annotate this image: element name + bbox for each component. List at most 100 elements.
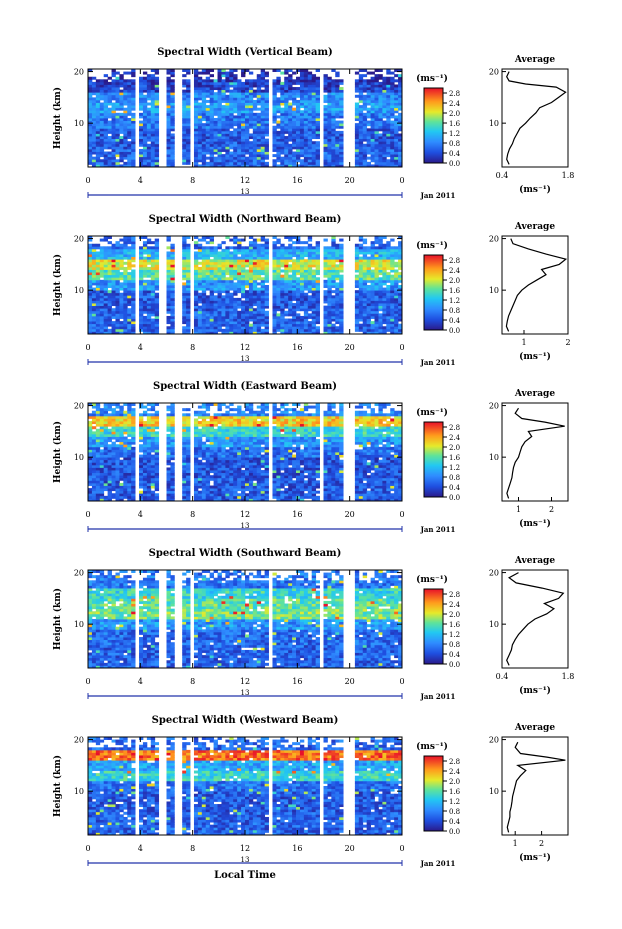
heatmap-cell (154, 266, 160, 270)
heatmap-cell (139, 310, 144, 314)
heatmap-cell (99, 488, 105, 492)
heatmap-cell (245, 251, 250, 255)
heatmap-cell (315, 136, 320, 140)
heatmap-cell (99, 133, 105, 137)
heatmap-cell (115, 128, 120, 132)
heatmap-cell (378, 318, 383, 322)
heatmap-cell (292, 241, 297, 245)
heatmap-cell (225, 138, 230, 142)
heatmap-cell (288, 74, 293, 78)
heatmap-cell (209, 125, 215, 129)
heatmap-cell (233, 266, 238, 270)
heatmap-cell (217, 323, 222, 327)
heatmap-cell (354, 254, 360, 258)
heatmap-cell (88, 446, 93, 450)
heatmap-cell (284, 128, 289, 132)
heatmap-cell (119, 310, 124, 314)
heatmap-cell (91, 300, 97, 304)
heatmap-cell (123, 84, 128, 88)
heatmap-cell (233, 84, 238, 88)
heatmap-cell (303, 318, 309, 322)
heatmap-cell (95, 328, 101, 332)
heatmap-cell (292, 120, 297, 124)
heatmap-cell (146, 300, 152, 304)
heatmap-cell (142, 321, 148, 325)
heatmap-cell (142, 71, 148, 75)
heatmap-cell (95, 159, 101, 163)
heatmap-cell (170, 123, 175, 127)
heatmap-cell (107, 318, 112, 322)
heatmap-cell (366, 87, 372, 91)
heatmap-cell (276, 87, 281, 91)
heatmap-cell (398, 123, 403, 127)
heatmap-cell (201, 282, 207, 286)
heatmap-cell (139, 89, 144, 93)
heatmap-cell (182, 94, 187, 98)
heatmap-cell (331, 136, 336, 140)
heatmap-cell (307, 123, 313, 127)
heatmap-cell (209, 146, 215, 150)
heatmap-cell (95, 118, 101, 121)
heatmap-cell (166, 251, 171, 255)
heatmap-cell (366, 308, 372, 312)
heatmap-cell (170, 159, 175, 163)
heatmap-cell (327, 79, 332, 83)
heatmap-cell (370, 84, 375, 88)
heatmap-cell (91, 498, 97, 502)
heatmap-cell (280, 248, 285, 252)
heatmap-cell (233, 287, 238, 291)
heatmap-cell (331, 323, 336, 327)
heatmap-cell (91, 261, 97, 265)
heatmap-cell (139, 305, 144, 309)
heatmap-cell (252, 292, 258, 296)
heatmap-cell (339, 251, 344, 255)
heatmap-cell (221, 241, 226, 245)
heatmap-cell (146, 161, 152, 165)
heatmap-cell (390, 87, 395, 91)
heatmap-cell (88, 69, 93, 72)
heatmap-cell (288, 300, 293, 304)
heatmap-cell (307, 297, 313, 301)
heatmap-cell (127, 297, 132, 301)
heatmap-cell (292, 143, 297, 147)
heatmap-cell (233, 238, 238, 242)
heatmap-cell (123, 164, 128, 168)
heatmap-cell (213, 315, 218, 319)
heatmap-cell (103, 118, 109, 121)
heatmap-cell (182, 154, 187, 158)
heatmap-cell (186, 269, 191, 273)
heatmap-cell (311, 254, 317, 258)
heatmap-cell (370, 89, 375, 93)
heatmap-cell (197, 92, 203, 96)
heatmap-cell (299, 151, 305, 155)
heatmap-cell (150, 279, 156, 283)
heatmap-cell (248, 110, 254, 114)
heatmap-cell (323, 99, 328, 103)
heatmap-cell (292, 110, 297, 114)
heatmap-cell (229, 266, 234, 270)
heatmap-cell (139, 154, 144, 158)
heatmap-cell (307, 248, 313, 252)
heatmap-cell (131, 120, 136, 124)
heatmap-cell (315, 120, 320, 124)
heatmap-cell (276, 272, 281, 276)
heatmap-cell (115, 313, 120, 317)
heatmap-cell (374, 308, 379, 312)
heatmap-cell (150, 266, 156, 270)
heatmap-cell (280, 138, 285, 142)
heatmap-cell (260, 92, 266, 96)
heatmap-cell (284, 282, 289, 286)
heatmap-cell (197, 123, 203, 127)
heatmap-cell (154, 76, 160, 80)
heatmap-cell (209, 292, 215, 296)
heatmap-cell (335, 87, 340, 91)
heatmap-cell (260, 318, 266, 322)
heatmap-cell (264, 107, 269, 111)
heatmap-cell (382, 274, 387, 278)
heatmap-cell (299, 130, 305, 134)
heatmap-cell (237, 138, 242, 142)
heatmap-cell (107, 290, 112, 294)
heatmap-cell (390, 251, 395, 255)
heatmap-cell (88, 115, 93, 119)
heatmap-cell (91, 452, 97, 455)
